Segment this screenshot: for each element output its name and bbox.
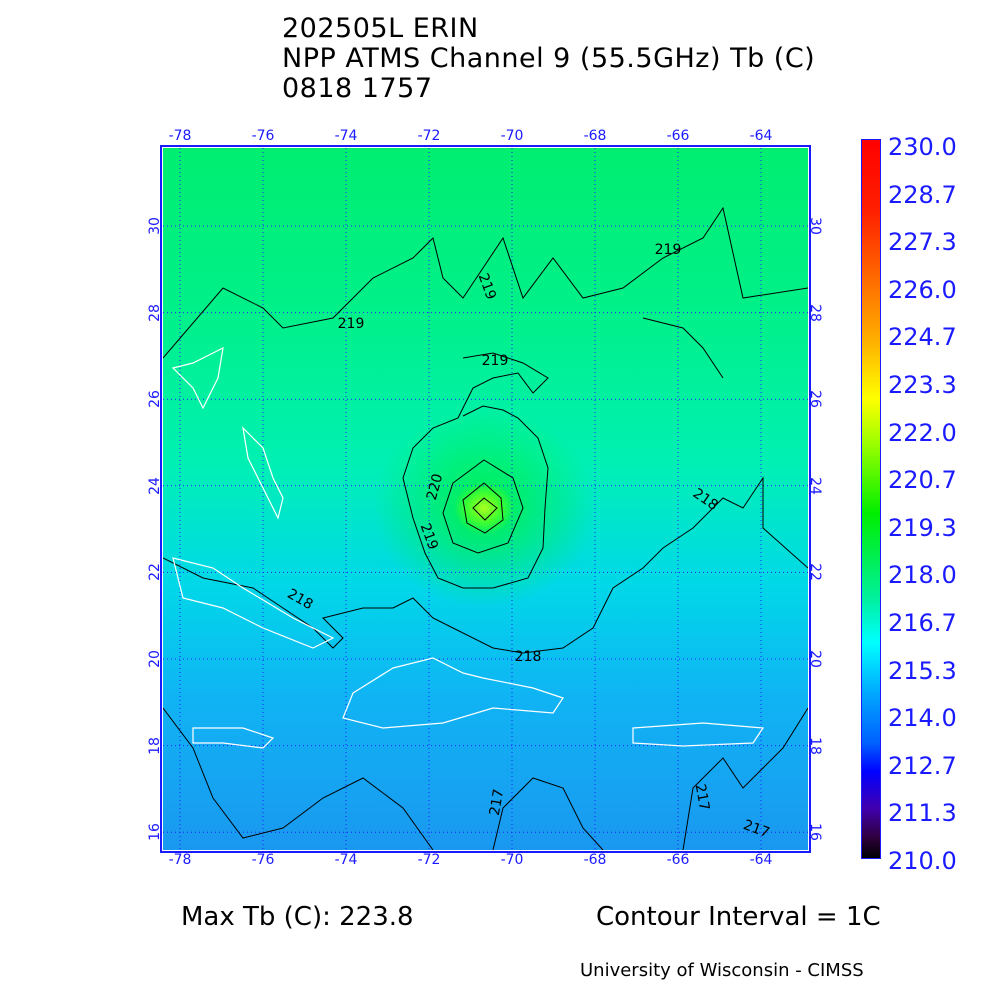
colorbar-label: 228.7 bbox=[888, 180, 957, 209]
title-storm: 202505L ERIN bbox=[282, 13, 479, 44]
lat-tick-label-right: 20 bbox=[807, 650, 823, 668]
lat-tick-label-left: 30 bbox=[147, 217, 163, 235]
title-datetime: 0818 1757 bbox=[282, 73, 433, 104]
contour-line bbox=[163, 476, 808, 654]
colorbar-label: 220.7 bbox=[888, 466, 957, 495]
contour-line bbox=[492, 777, 604, 850]
lat-tick-label-left: 26 bbox=[147, 390, 163, 409]
lon-tick-label-top: -66 bbox=[666, 128, 690, 144]
lon-tick-label-bottom: -74 bbox=[334, 852, 358, 868]
colorbar-label: 214.0 bbox=[888, 704, 957, 733]
lat-tick-label-right: 28 bbox=[807, 303, 823, 322]
contour-label: 219 bbox=[655, 242, 682, 258]
contour-interval: Contour Interval = 1C bbox=[596, 902, 881, 932]
lat-tick-label-left: 16 bbox=[147, 823, 163, 842]
contour-label: 219 bbox=[482, 353, 509, 369]
contour-line bbox=[642, 317, 724, 379]
contour-label: 219 bbox=[338, 316, 365, 332]
map-frame bbox=[160, 145, 811, 853]
lon-tick-label-top: -78 bbox=[168, 128, 192, 144]
lon-tick-label-bottom: -68 bbox=[583, 852, 607, 868]
colorbar-label: 210.0 bbox=[888, 847, 957, 875]
lat-tick-label-left: 22 bbox=[147, 563, 163, 582]
colorbar-label: 222.0 bbox=[888, 418, 957, 447]
contour-line bbox=[682, 707, 808, 850]
lon-tick-label-top: -64 bbox=[749, 128, 773, 144]
contours bbox=[163, 206, 808, 850]
lat-tick-label-right: 22 bbox=[807, 563, 823, 582]
lat-tick-label-left: 24 bbox=[147, 476, 163, 495]
lon-tick-label-bottom: -72 bbox=[417, 852, 441, 868]
lat-tick-label-left: 20 bbox=[147, 650, 163, 668]
lon-tick-label-bottom: -78 bbox=[168, 852, 192, 868]
colorbar-label: 223.3 bbox=[888, 371, 957, 399]
lat-tick-label-right: 30 bbox=[807, 217, 823, 235]
lat-tick-label-right: 18 bbox=[807, 736, 823, 755]
contour-label: 217 bbox=[487, 788, 507, 817]
contour-label: 218 bbox=[515, 649, 542, 665]
lon-tick-label-top: -76 bbox=[251, 128, 275, 144]
lon-tick-label-bottom: -66 bbox=[666, 852, 690, 868]
contour-label: 220 bbox=[424, 472, 446, 502]
contour-line bbox=[442, 459, 524, 554]
contour-line bbox=[402, 352, 549, 589]
lon-tick-label-top: -72 bbox=[417, 128, 441, 144]
contour-label: 217 bbox=[692, 783, 712, 812]
colorbar-label: 224.7 bbox=[888, 323, 957, 352]
title-product: NPP ATMS Channel 9 (55.5GHz) Tb (C) bbox=[282, 43, 816, 74]
lat-tick-label-left: 28 bbox=[147, 303, 163, 322]
lon-tick-label-bottom: -76 bbox=[251, 852, 275, 868]
colorbar-label: 212.7 bbox=[888, 751, 957, 780]
lat-tick-label-right: 24 bbox=[807, 476, 823, 495]
colorbar-label: 226.0 bbox=[888, 275, 957, 304]
contour-line bbox=[462, 482, 504, 534]
colorbar-label: 218.0 bbox=[888, 561, 957, 590]
coastlines bbox=[171, 346, 765, 749]
contour-line bbox=[472, 497, 498, 521]
colorbar-label: 216.7 bbox=[888, 609, 957, 637]
max-tb: Max Tb (C): 223.8 bbox=[181, 902, 414, 932]
lat-tick-label-right: 16 bbox=[807, 823, 823, 842]
contour-line bbox=[163, 707, 434, 850]
colorbar-label: 230.0 bbox=[888, 133, 957, 161]
lon-tick-label-bottom: -70 bbox=[500, 852, 524, 868]
lon-tick-label-top: -74 bbox=[334, 128, 358, 144]
colorbar-label: 215.3 bbox=[888, 656, 957, 685]
lon-tick-label-bottom: -64 bbox=[749, 852, 773, 868]
lat-tick-label-left: 18 bbox=[147, 736, 163, 755]
map-overlay: 219 219 219 219 220 219 218 218 218 217 … bbox=[163, 148, 808, 850]
colorbar-label: 227.3 bbox=[888, 228, 957, 257]
colorbar bbox=[861, 139, 881, 859]
colorbar-label: 211.3 bbox=[888, 799, 957, 828]
lon-tick-label-top: -70 bbox=[500, 128, 524, 144]
credit: University of Wisconsin - CIMSS bbox=[580, 960, 864, 981]
lon-tick-label-top: -68 bbox=[583, 128, 607, 144]
contour-line bbox=[163, 206, 808, 359]
colorbar-label: 219.3 bbox=[888, 513, 957, 542]
lat-tick-label-right: 26 bbox=[807, 390, 823, 409]
